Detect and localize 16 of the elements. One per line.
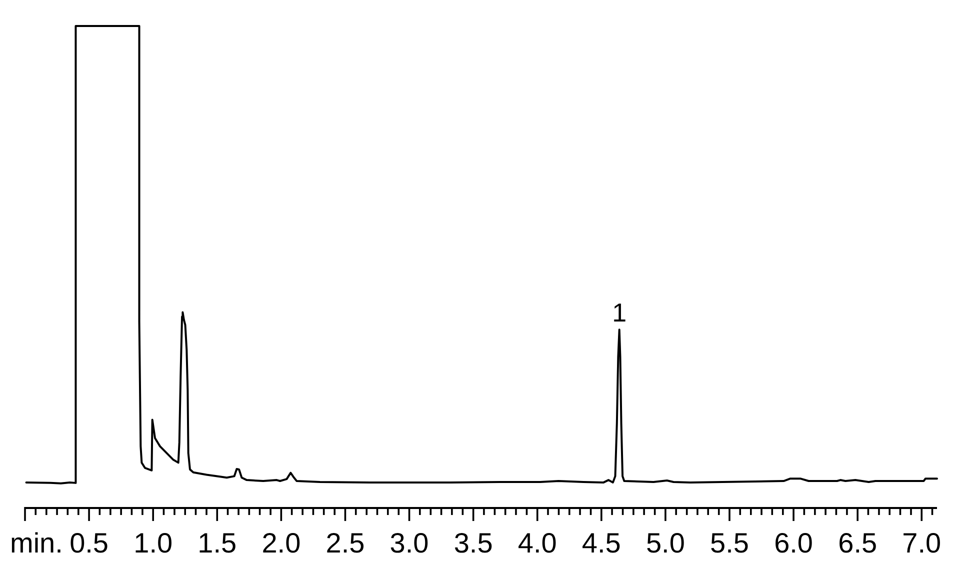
x-tick-label: 4.0 [518,528,557,559]
x-tick-label: 1.0 [134,528,173,559]
x-tick-label: 6.0 [774,528,814,559]
x-tick-label: 3.5 [454,528,493,559]
x-tick-label: 4.5 [582,528,621,559]
x-tick-label: 3.0 [390,528,429,559]
x-axis-title: min. [10,528,63,559]
x-tick-label: 0.5 [70,528,109,559]
x-tick-label: 2.5 [326,528,365,559]
x-tick-label: 2.0 [262,528,301,559]
x-tick-label: 5.5 [710,528,749,559]
annotation: 1 [612,298,627,328]
x-tick-label: 6.5 [838,528,878,559]
x-tick-label: 7.0 [902,528,942,559]
x-tick-label: 1.5 [198,528,237,559]
x-tick-label: 5.0 [646,528,685,559]
